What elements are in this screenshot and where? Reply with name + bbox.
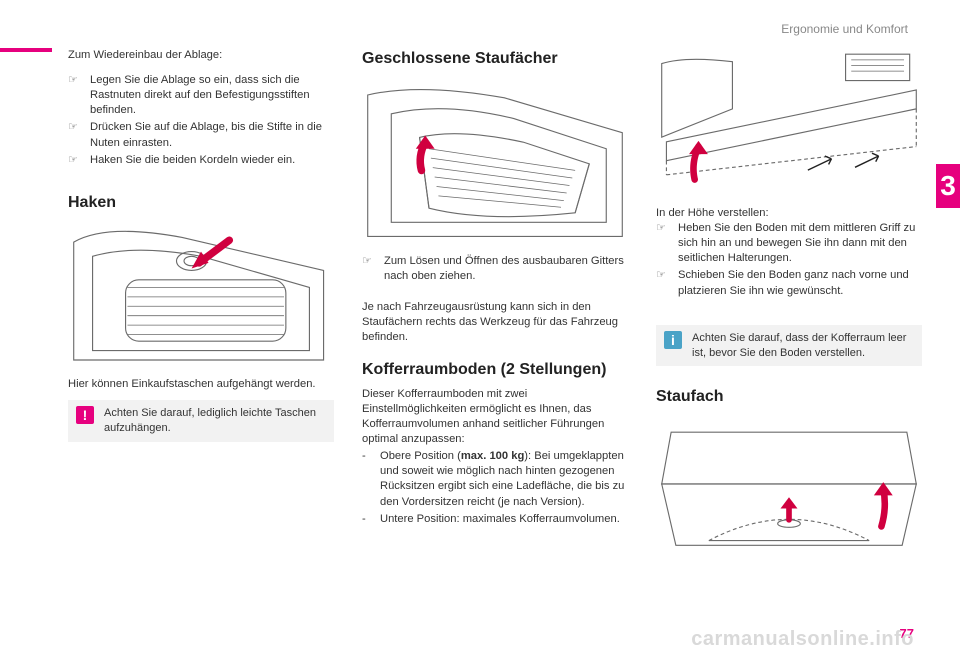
hooks-caption: Hier können Einkaufstaschen aufgehängt w…: [68, 377, 334, 392]
reinstall-intro: Zum Wiedereinbau der Ablage:: [68, 48, 334, 63]
illustration-hooks: [68, 219, 334, 369]
warning-text: Achten Sie darauf, lediglich leichte Tas…: [104, 406, 326, 436]
list-item: ☞ Schieben Sie den Boden ganz nach vorne …: [656, 268, 922, 298]
list-item: ☞Legen Sie die Ablage so ein, dass sich …: [68, 73, 334, 118]
heading-hooks: Haken: [68, 192, 334, 214]
dash-marker: -: [362, 512, 370, 527]
list-item: ☞ Zum Lösen und Öffnen des ausbaubaren Gi…: [362, 254, 628, 284]
step-marker: ☞: [68, 120, 80, 150]
illustration-storage: [656, 414, 922, 554]
floor-item-lower: Untere Position: maximales Kofferraumvol…: [380, 512, 620, 527]
tool-note: Je nach Fahrzeugausrüstung kann sich in …: [362, 300, 628, 345]
list-item: ☞ Haken Sie die beiden Kordeln wieder ein…: [68, 153, 334, 168]
reinstall-steps: ☞Legen Sie die Ablage so ein, dass sich …: [68, 73, 334, 170]
step-marker: ☞: [362, 254, 374, 284]
page-number: 77: [900, 626, 914, 641]
illustration-height-adjust: [656, 48, 922, 198]
height-intro: In der Höhe verstellen:: [656, 206, 922, 221]
step-marker: ☞: [68, 73, 80, 118]
step-text: Zum Lösen und Öffnen des ausbaubaren Git…: [384, 254, 628, 284]
chapter-tab: 3: [936, 164, 960, 208]
content-columns: Zum Wiedereinbau der Ablage: ☞Legen Sie …: [68, 48, 922, 623]
step-text: Legen Sie die Ablage so ein, dass sich d…: [90, 73, 334, 118]
step-text: Schieben Sie den Boden ganz nach vorne u…: [678, 268, 922, 298]
heading-closed-compartments: Geschlossene Staufächer: [362, 48, 628, 70]
step-marker: ☞: [656, 268, 668, 298]
step-text: Drücken Sie auf die Ablage, bis die Stif…: [90, 120, 334, 150]
column-2: Geschlossene Staufächer: [362, 48, 628, 623]
step-text: Heben Sie den Boden mit dem mittleren Gr…: [678, 221, 922, 266]
heading-storage: Staufach: [656, 386, 922, 408]
warning-note: ! Achten Sie darauf, lediglich leichte T…: [68, 400, 334, 442]
heading-boot-floor: Kofferraumboden (2 Stellungen): [362, 359, 628, 381]
open-step: ☞ Zum Lösen und Öffnen des ausbaubaren Gi…: [362, 254, 628, 286]
dash-marker: -: [362, 449, 370, 509]
height-steps: ☞Heben Sie den Boden mit dem mittleren G…: [656, 221, 922, 301]
edge-accent-bar: [0, 48, 52, 52]
step-text: Haken Sie die beiden Kordeln wieder ein.: [90, 153, 295, 168]
warning-icon: !: [76, 406, 94, 424]
floor-positions: -Obere Position (max. 100 kg): Bei umgek…: [362, 449, 628, 529]
watermark: carmanualsonline.info: [691, 628, 914, 649]
list-item: ☞Heben Sie den Boden mit dem mittleren G…: [656, 221, 922, 266]
list-item: -Untere Position: maximales Kofferraumvo…: [362, 512, 628, 527]
list-item: -Obere Position (max. 100 kg): Bei umgek…: [362, 449, 628, 509]
info-note: i Achten Sie darauf, dass der Kofferraum…: [656, 325, 922, 367]
step-marker: ☞: [656, 221, 668, 266]
info-text: Achten Sie darauf, dass der Kofferraum l…: [692, 331, 914, 361]
floor-item-upper: Obere Position (max. 100 kg): Bei umgekl…: [380, 449, 628, 509]
column-1: Zum Wiedereinbau der Ablage: ☞Legen Sie …: [68, 48, 334, 623]
info-icon: i: [664, 331, 682, 349]
manual-page: Ergonomie und Komfort 3 Zum Wiedereinbau…: [0, 0, 960, 649]
floor-intro: Dieser Kofferraumboden mit zwei Einstell…: [362, 387, 628, 447]
column-3: In der Höhe verstellen: ☞Heben Sie den B…: [656, 48, 922, 623]
list-item: ☞ Drücken Sie auf die Ablage, bis die Sti…: [68, 120, 334, 150]
running-header: Ergonomie und Komfort: [781, 22, 908, 36]
step-marker: ☞: [68, 153, 80, 168]
illustration-closed-compartment: [362, 76, 628, 246]
